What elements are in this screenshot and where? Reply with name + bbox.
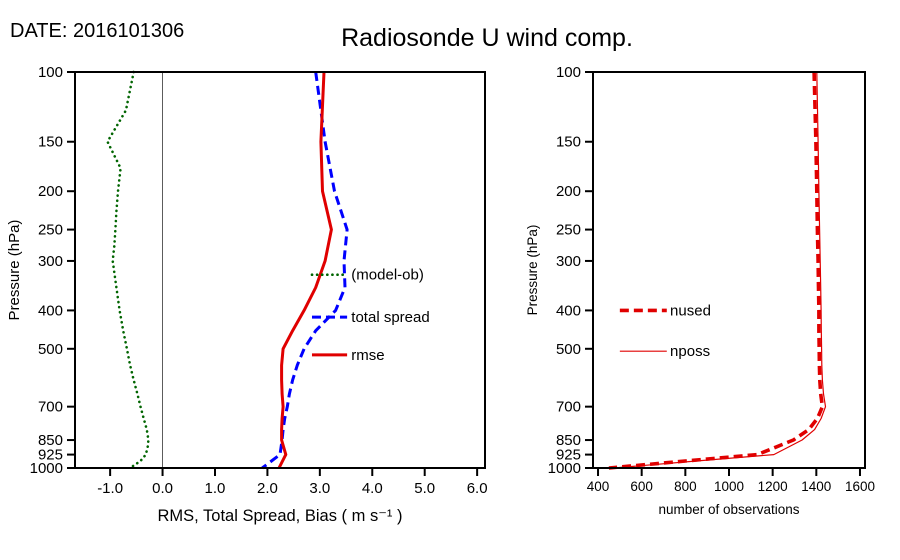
x-tick-label: 6.0 (467, 480, 488, 497)
y-tick-label: 700 (556, 399, 581, 416)
figure-title: Radiosonde U wind comp. (341, 24, 633, 52)
date-label: DATE: 2016101306 (10, 20, 185, 42)
y-tick-label: 300 (38, 253, 63, 270)
legend-label-model-ob: (model-ob) (351, 267, 424, 284)
x-tick-label: 1200 (758, 479, 788, 494)
y-tick-label: 1000 (30, 460, 63, 477)
y-tick-label: 400 (38, 302, 63, 319)
y-tick-label: 400 (556, 302, 581, 319)
y-tick-label: 250 (556, 222, 581, 239)
legend-label-nused: nused (670, 302, 711, 319)
x-tick-label: 400 (587, 479, 610, 494)
y-tick-label: 1000 (548, 460, 581, 477)
y-tick-label: 500 (38, 341, 63, 358)
y-tick-label: 700 (38, 399, 63, 416)
x-tick-label: 1.0 (205, 480, 226, 497)
y-tick-label: 500 (556, 341, 581, 358)
x-tick-label: 1600 (845, 479, 875, 494)
x-tick-label: 2.0 (257, 480, 278, 497)
y-tick-label: 150 (556, 134, 581, 151)
y-tick-label: 850 (556, 432, 581, 449)
x-tick-label: 4.0 (362, 480, 383, 497)
y-tick-label: 100 (38, 64, 63, 81)
plot-frame (74, 71, 486, 469)
x-tick-label: 800 (674, 479, 697, 494)
x-tick-label: 3.0 (309, 480, 330, 497)
y-tick-label: 925 (556, 447, 581, 464)
x-axis-label: RMS, Total Spread, Bias ( m s⁻¹ ) (158, 507, 403, 525)
y-tick-label: 100 (556, 64, 581, 81)
legend-label-nposs: nposs (670, 343, 710, 360)
y-axis-label: Pressure (hPa) (6, 220, 23, 321)
x-tick-label: 600 (630, 479, 653, 494)
y-tick-label: 250 (38, 222, 63, 239)
y-tick-label: 850 (38, 432, 63, 449)
series-line-rmse (277, 71, 333, 469)
x-tick-label: 1000 (714, 479, 744, 494)
y-tick-label: 150 (38, 134, 63, 151)
x-tick-label: 5.0 (414, 480, 435, 497)
x-tick-label: 0.0 (152, 480, 173, 497)
legend-label-rmse: rmse (351, 347, 384, 364)
series-line-total-spread (261, 71, 349, 470)
series-line-nused (608, 71, 825, 470)
x-tick-label: 1400 (801, 479, 831, 494)
y-tick-label: 200 (556, 183, 581, 200)
y-tick-label: 300 (556, 253, 581, 270)
y-tick-label: 200 (38, 183, 63, 200)
y-tick-label: 925 (38, 447, 63, 464)
legend-label-total-spread: total spread (351, 309, 429, 326)
series-line-nposs (613, 71, 827, 469)
series-line-model-ob (106, 70, 150, 470)
y-axis-label: Pressure (hPa) (525, 225, 540, 316)
x-axis-label: number of observations (658, 502, 799, 517)
x-tick-label: -1.0 (97, 480, 123, 497)
plot-frame (592, 71, 866, 469)
